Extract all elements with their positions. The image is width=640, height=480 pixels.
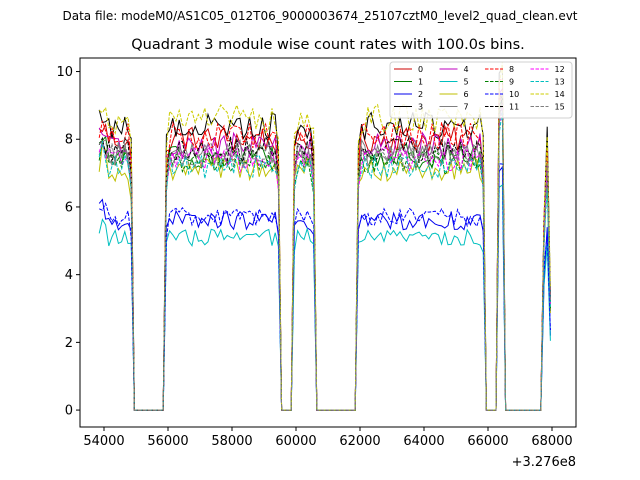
- legend-label-4: 4: [464, 65, 469, 74]
- chart-suptitle: Data file: modeM0/AS1C05_012T06_90000036…: [62, 9, 577, 23]
- legend-label-14: 14: [555, 90, 565, 99]
- x-tick-label: 68000: [531, 434, 572, 449]
- legend-label-6: 6: [464, 90, 469, 99]
- legend-box: [389, 61, 573, 119]
- legend-label-1: 1: [418, 78, 423, 87]
- x-tick-label: 54000: [83, 434, 124, 449]
- x-tick-label: 66000: [467, 434, 508, 449]
- series-line-5: [98, 184, 551, 411]
- series-line-8: [98, 78, 551, 411]
- series-line-2: [98, 165, 551, 411]
- legend-label-8: 8: [509, 65, 514, 74]
- x-axis: 54000 56000 58000 60000 62000 64000 66000 68000: [83, 427, 573, 449]
- x-tick-label: 58000: [211, 434, 252, 449]
- x-offset-label: +3.276e8: [512, 455, 576, 470]
- y-tick-label: 0: [65, 404, 73, 419]
- legend-label-7: 7: [464, 103, 469, 112]
- series-line-9: [98, 106, 551, 411]
- legend-label-9: 9: [509, 78, 514, 87]
- legend-label-3: 3: [418, 103, 423, 112]
- y-tick-label: 8: [65, 133, 73, 148]
- series-line-10: [98, 163, 551, 411]
- legend-label-0: 0: [418, 65, 423, 74]
- legend-label-15: 15: [555, 103, 565, 112]
- series-line-14: [98, 61, 551, 411]
- series-line-13: [98, 111, 551, 411]
- x-tick-label: 62000: [339, 434, 380, 449]
- x-tick-label: 56000: [147, 434, 188, 449]
- x-tick-label: 60000: [275, 434, 316, 449]
- series-line-15: [98, 100, 551, 411]
- y-tick-label: 4: [65, 268, 73, 283]
- x-tick-label: 64000: [403, 434, 444, 449]
- legend-label-10: 10: [509, 90, 519, 99]
- legend-label-11: 11: [509, 103, 519, 112]
- y-tick-label: 10: [56, 65, 73, 80]
- chart-title: Quadrant 3 module wise count rates with …: [131, 37, 525, 53]
- y-tick-label: 6: [65, 200, 73, 215]
- series-group: [98, 61, 551, 411]
- legend-label-2: 2: [418, 90, 423, 99]
- y-tick-label: 2: [65, 336, 73, 351]
- legend-label-12: 12: [555, 65, 565, 74]
- legend-label-5: 5: [464, 78, 469, 87]
- legend-label-13: 13: [555, 78, 565, 87]
- plot-frame: [79, 57, 577, 428]
- series-line-1: [98, 99, 551, 411]
- y-axis: 0 2 4 6 8 10: [56, 65, 80, 419]
